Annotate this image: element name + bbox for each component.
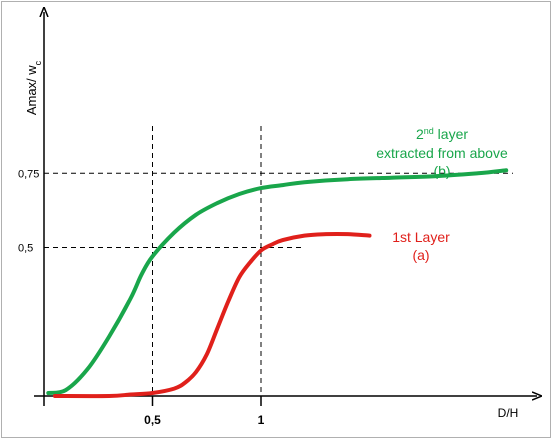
x-tick-labels: 0,5 1 — [144, 413, 265, 427]
label-1st-layer-line1: 1st Layer — [392, 229, 450, 245]
x-tick-label-1: 1 — [258, 413, 265, 427]
series-layer — [46, 168, 509, 399]
y-tick-labels: 0,5 0,75 — [18, 168, 39, 254]
x-axis-title: D/H — [498, 406, 519, 420]
label-2nd-layer: 2nd layer extracted from above (b) — [376, 126, 508, 179]
y-tick-label-0: 0,5 — [18, 243, 33, 255]
y-axis-title: Amax/ wc — [24, 60, 43, 115]
label-1st-layer-line2: (a) — [412, 247, 429, 263]
label-2nd-layer-line2: extracted from above — [376, 145, 508, 161]
guide-lines — [44, 126, 513, 396]
series-line-1 — [52, 231, 372, 399]
y-tick-label-1: 0,75 — [18, 168, 39, 180]
x-tick-label-0: 0,5 — [144, 413, 161, 427]
label-2nd-layer-line3: (b) — [433, 163, 450, 179]
x-tick-marks — [151, 396, 262, 406]
series-line-0 — [46, 168, 509, 395]
label-2nd-layer-line1: 2nd layer — [416, 126, 468, 142]
label-1st-layer: 1st Layer (a) — [392, 229, 450, 263]
